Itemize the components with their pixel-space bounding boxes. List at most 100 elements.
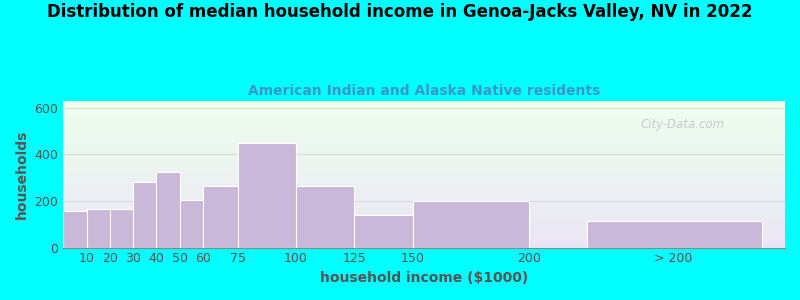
Bar — [63, 173, 785, 174]
Bar — [63, 109, 785, 110]
Bar — [63, 180, 785, 181]
Bar — [63, 136, 785, 137]
Bar — [63, 107, 785, 108]
Bar — [63, 246, 785, 247]
Bar — [63, 168, 785, 169]
Bar — [63, 225, 785, 226]
Bar — [63, 231, 785, 232]
Bar — [63, 202, 785, 203]
Bar — [63, 149, 785, 150]
Bar — [63, 238, 785, 239]
Bar — [238, 142, 296, 248]
Bar — [63, 174, 785, 175]
Bar — [63, 206, 785, 207]
Bar — [63, 200, 785, 201]
Bar — [63, 169, 785, 170]
Bar — [63, 158, 785, 159]
Bar — [63, 148, 785, 149]
Bar — [63, 197, 785, 198]
Bar — [63, 226, 785, 227]
Bar — [63, 145, 785, 146]
Bar — [63, 203, 785, 204]
Bar — [63, 229, 785, 230]
Bar — [203, 186, 238, 247]
Bar — [63, 143, 785, 144]
Bar — [63, 146, 785, 147]
Bar — [63, 184, 785, 185]
Bar — [63, 212, 86, 248]
Bar — [63, 129, 785, 130]
Bar — [63, 170, 785, 171]
Bar — [63, 176, 785, 177]
Bar — [63, 113, 785, 114]
Bar — [63, 121, 785, 122]
Bar — [63, 171, 785, 172]
Bar — [63, 220, 785, 221]
Bar — [63, 135, 785, 136]
X-axis label: household income ($1000): household income ($1000) — [320, 271, 528, 285]
Text: City-Data.com: City-Data.com — [641, 118, 725, 131]
Bar — [63, 210, 785, 211]
Bar — [63, 139, 785, 140]
Bar — [63, 216, 785, 217]
Bar — [63, 183, 785, 184]
Bar — [63, 190, 785, 191]
Bar — [63, 132, 785, 133]
Text: Distribution of median household income in Genoa-Jacks Valley, NV in 2022: Distribution of median household income … — [47, 3, 753, 21]
Bar — [63, 103, 785, 104]
Bar — [63, 101, 785, 102]
Bar — [63, 245, 785, 246]
Bar — [63, 112, 785, 113]
Bar — [63, 119, 785, 120]
Bar — [63, 204, 785, 205]
Bar — [63, 185, 785, 186]
Bar — [63, 120, 785, 121]
Bar — [63, 153, 785, 154]
Bar — [63, 150, 785, 151]
Bar — [63, 165, 785, 166]
Bar — [63, 234, 785, 235]
Bar — [133, 182, 157, 248]
Bar — [63, 160, 785, 161]
Bar — [63, 236, 785, 237]
Bar — [63, 161, 785, 162]
Bar — [63, 201, 785, 202]
Bar — [63, 102, 785, 103]
Bar — [63, 177, 785, 178]
Bar — [587, 221, 762, 247]
Bar — [63, 138, 785, 139]
Bar — [63, 105, 785, 106]
Bar — [63, 221, 785, 222]
Bar — [63, 199, 785, 200]
Bar — [63, 131, 785, 132]
Bar — [63, 187, 785, 188]
Bar — [63, 166, 785, 167]
Bar — [63, 118, 785, 119]
Bar — [63, 195, 785, 196]
Bar — [63, 232, 785, 233]
Bar — [63, 212, 785, 213]
Bar — [63, 122, 785, 123]
Bar — [63, 128, 785, 129]
Bar — [63, 223, 785, 224]
Bar — [63, 117, 785, 118]
Bar — [63, 147, 785, 148]
Bar — [63, 108, 785, 109]
Bar — [63, 198, 785, 199]
Bar — [63, 111, 785, 112]
Bar — [63, 218, 785, 219]
Bar — [63, 224, 785, 225]
Bar — [63, 157, 785, 158]
Bar — [180, 200, 203, 248]
Bar — [63, 134, 785, 135]
Bar — [86, 209, 110, 248]
Bar — [63, 193, 785, 194]
Bar — [63, 230, 785, 231]
Bar — [63, 214, 785, 215]
Bar — [354, 215, 413, 247]
Title: American Indian and Alaska Native residents: American Indian and Alaska Native reside… — [248, 84, 600, 98]
Bar — [63, 215, 785, 216]
Bar — [63, 163, 785, 164]
Bar — [63, 106, 785, 107]
Bar — [63, 191, 785, 192]
